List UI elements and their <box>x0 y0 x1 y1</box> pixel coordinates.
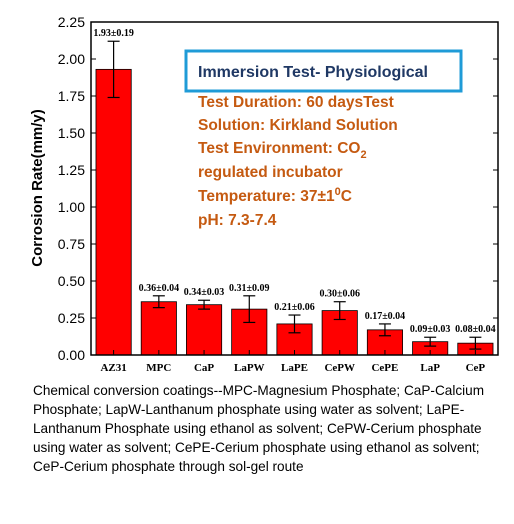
info-temperature: Temperature: 37±10C <box>198 186 352 205</box>
y-tick-label: 1.75 <box>58 88 85 104</box>
x-tick-label: AZ31 <box>100 362 126 374</box>
figure-caption: Chemical conversion coatings--MPC-Magnes… <box>33 383 485 474</box>
plot-frame <box>90 21 499 356</box>
y-tick-label: 0.25 <box>58 310 85 326</box>
y-tick-label: 2.00 <box>58 51 85 67</box>
data-label: 1.93±0.19 <box>93 28 134 39</box>
data-label: 0.21±0.06 <box>274 302 315 313</box>
info-temperature-superscript: 0 <box>335 186 341 198</box>
y-tick-label: 0.50 <box>58 273 85 289</box>
data-label: 0.30±0.06 <box>319 289 360 300</box>
y-tick-label: 2.25 <box>58 14 85 30</box>
info-ph: pH: 7.3-7.4 <box>198 212 277 229</box>
x-tick-label: CePE <box>371 362 398 374</box>
x-tick-label: CeP <box>466 362 486 374</box>
x-axis-categories: AZ31 MPC CaP LaPW LaPE CePW CePE LaP CeP <box>100 350 485 374</box>
y-tick-label: 1.00 <box>58 199 85 215</box>
info-environment: Test Environment: CO2 <box>198 140 367 161</box>
info-incubator: regulated incubator <box>198 164 343 181</box>
x-tick-label: LaP <box>420 362 440 374</box>
data-label: 0.09±0.03 <box>410 324 451 335</box>
info-solution: Solution: Kirkland Solution <box>198 117 398 134</box>
data-labels: 1.93±0.19 0.36±0.04 0.34±0.03 0.31±0.09 0.21… <box>93 28 495 335</box>
bar-mpc <box>140 301 177 356</box>
y-tick-label: 1.25 <box>58 162 85 178</box>
x-tick-label: CePW <box>324 362 355 374</box>
info-environment-subscript: 2 <box>360 149 366 161</box>
x-tick-label: LaPE <box>281 362 308 374</box>
info-box-title: Immersion Test- Physiological <box>198 64 428 81</box>
info-duration: Test Duration: 60 daysTest <box>198 94 394 111</box>
data-label: 0.17±0.04 <box>365 311 406 322</box>
data-label: 0.34±0.03 <box>184 287 225 298</box>
y-axis-ticks: 0.00 0.25 0.50 0.75 1.00 1.25 1.50 1.75 2.00 2.25 <box>58 14 498 363</box>
x-tick-label: LaPW <box>234 362 265 374</box>
y-tick-label: 1.50 <box>58 125 85 141</box>
data-label: 0.08±0.04 <box>455 324 496 335</box>
x-tick-label: MPC <box>146 362 171 374</box>
bar-cap <box>186 304 223 356</box>
corrosion-rate-chart: 0.00 0.25 0.50 0.75 1.00 1.25 1.50 1.75 2.00 2.25… <box>29 14 499 374</box>
data-label: 0.31±0.09 <box>229 283 270 294</box>
info-temperature-unit: C <box>341 188 352 205</box>
bars-layer <box>95 40 494 356</box>
info-environment-text: Test Environment: CO <box>198 140 360 157</box>
y-axis-title: Corrosion Rate(mm/y) <box>29 109 46 267</box>
y-tick-label: 0.00 <box>58 347 85 363</box>
data-label: 0.36±0.04 <box>139 283 180 294</box>
x-tick-label: CaP <box>194 362 214 374</box>
y-tick-label: 0.75 <box>58 236 85 252</box>
info-temperature-text: Temperature: 37±1 <box>198 188 335 205</box>
info-box <box>184 49 463 93</box>
bar-az31 <box>95 68 132 356</box>
